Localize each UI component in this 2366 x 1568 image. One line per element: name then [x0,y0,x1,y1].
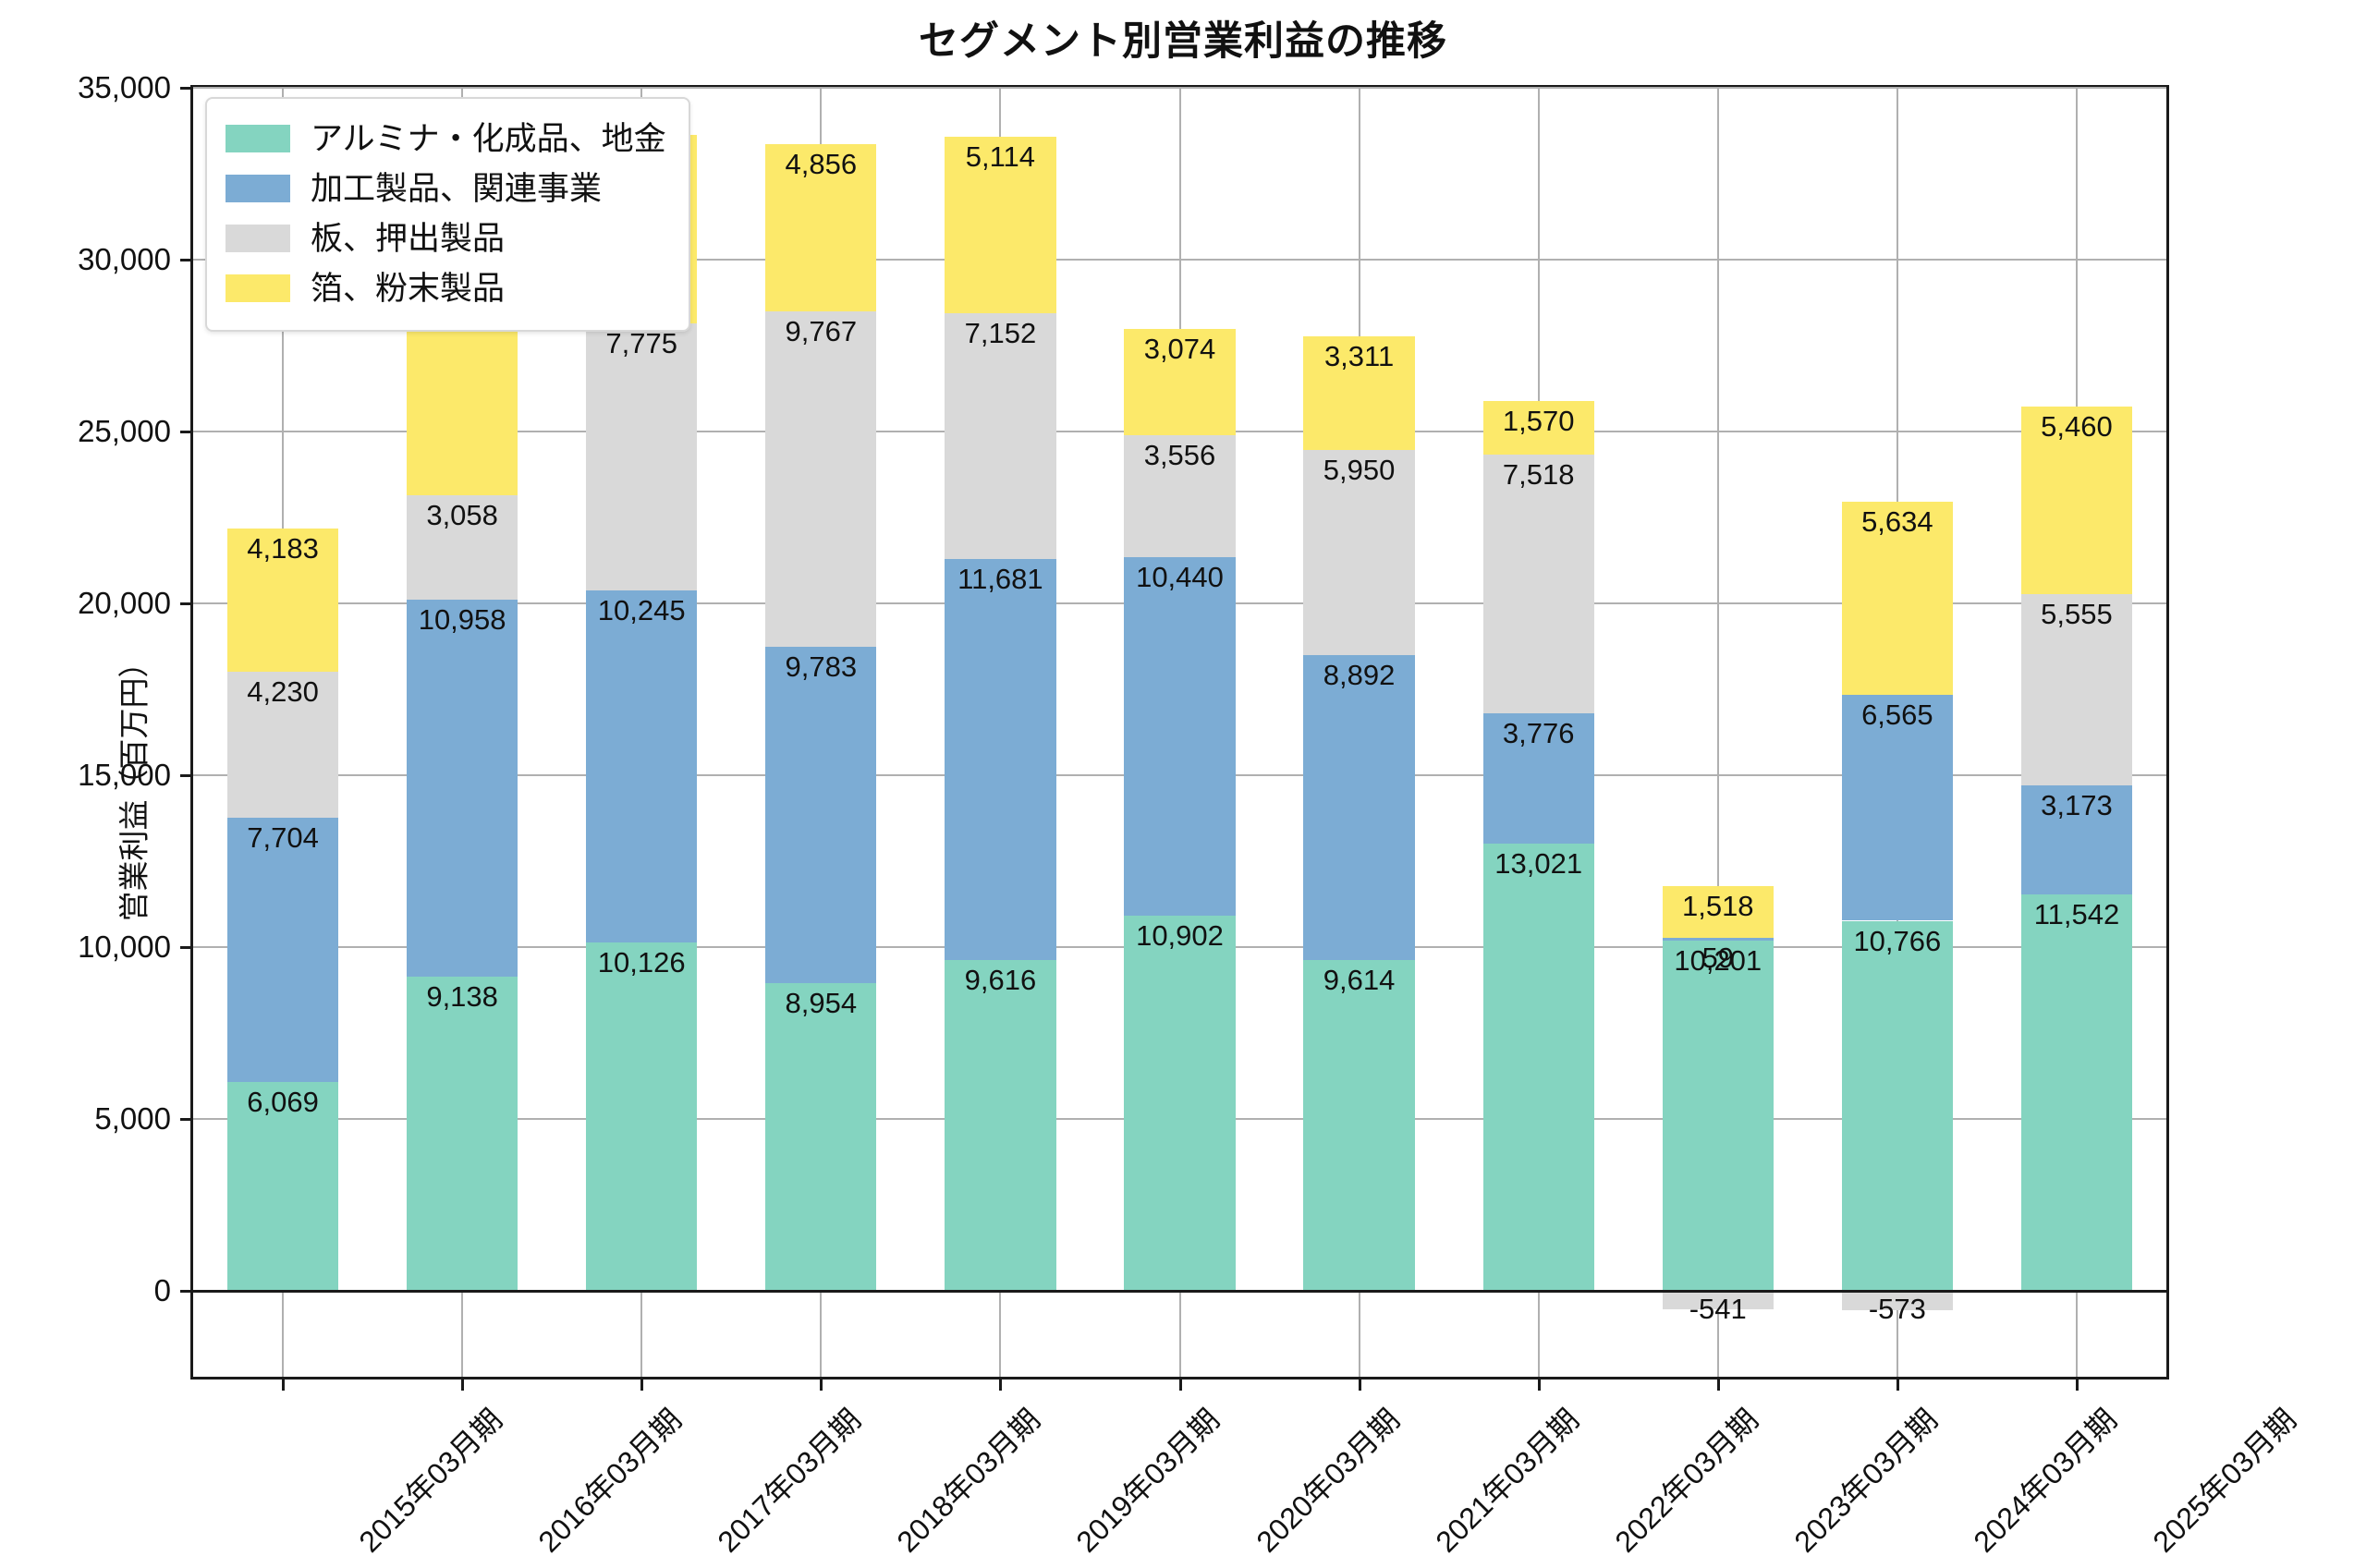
bar-segment[interactable] [945,137,1056,313]
y-tick-mark [180,774,193,777]
legend-swatch-icon [226,225,290,252]
bar-segment[interactable] [1124,434,1236,558]
legend-item-label: 加工製品、関連事業 [311,170,603,207]
x-tick-label: 2019年03月期 [1069,1402,1226,1559]
page-title: セグメント別営業利益の推移 [919,19,1447,64]
bar-segment[interactable] [1841,1291,1954,1311]
bar-segment[interactable] [1124,557,1236,917]
bar-segment[interactable] [1662,938,1774,941]
bar-segment[interactable] [226,672,339,818]
bar-segment[interactable] [586,322,698,591]
x-tick-label: 2024年03月期 [1967,1402,2124,1559]
y-tick-label: 30,000 [78,242,171,276]
bar-segment[interactable] [226,528,339,673]
zero-line [193,1290,2166,1293]
bar-segment[interactable] [765,982,877,1291]
legend-item-label: 箔、粉末製品 [311,270,506,307]
y-tick-label: 25,000 [78,414,171,448]
x-tick-mark [461,1377,465,1391]
x-tick-label: 2022年03月期 [1608,1402,1764,1559]
bar-segment[interactable] [1841,920,1954,1291]
legend-swatch-icon [226,175,290,202]
bar-segment[interactable] [765,310,877,647]
y-tick-mark [180,259,193,261]
legend-item[interactable]: 板、押出製品 [226,213,666,263]
x-tick-label: 2021年03月期 [1428,1402,1585,1559]
bar-segment[interactable] [2020,784,2133,894]
legend-item[interactable]: 加工製品、関連事業 [226,164,666,213]
x-gridline [1716,88,1719,1377]
bar-segment[interactable] [945,960,1056,1291]
y-tick-mark [180,946,193,949]
y-tick-mark [180,602,193,605]
x-tick-label: 2018年03月期 [890,1402,1047,1559]
x-tick-mark [1178,1377,1182,1391]
bar-segment[interactable] [226,1082,339,1291]
x-tick-mark [1358,1377,1361,1391]
bar-segment[interactable] [586,590,698,943]
bar-segment[interactable] [1841,695,1954,921]
y-tick-mark [180,87,193,90]
x-tick-label: 2020年03月期 [1249,1402,1406,1559]
y-tick-mark [180,431,193,433]
bar-segment[interactable] [1482,401,1594,456]
bar-segment[interactable] [2020,406,2133,594]
legend-item[interactable]: アルミナ・化成品、地金 [226,114,666,164]
legend-item[interactable]: 箔、粉末製品 [226,263,666,313]
bar-segment[interactable] [1303,336,1415,451]
bar-segment[interactable] [945,558,1056,961]
y-tick-mark [180,1118,193,1121]
bar-segment[interactable] [1841,501,1954,696]
legend-swatch-icon [226,125,290,152]
x-tick-label: 2017年03月期 [711,1402,868,1559]
y-tick-label: 15,000 [78,758,171,792]
bar-segment[interactable] [765,144,877,311]
bar-segment[interactable] [586,942,698,1291]
y-tick-label: 20,000 [78,586,171,620]
x-tick-mark [999,1377,1003,1391]
y-tick-label: 0 [153,1273,171,1307]
x-tick-mark [1537,1377,1541,1391]
x-tick-label: 2025年03月期 [2146,1402,2303,1559]
x-tick-mark [2075,1377,2079,1391]
legend-item-label: アルミナ・化成品、地金 [311,120,666,157]
bar-segment[interactable] [1303,960,1415,1291]
x-tick-mark [820,1377,823,1391]
bar-segment[interactable] [765,646,877,983]
bar-segment[interactable] [1124,329,1236,435]
x-tick-mark [1896,1377,1899,1391]
bar-segment[interactable] [1482,843,1594,1291]
bar-segment[interactable] [406,494,518,601]
bar-segment[interactable] [1482,713,1594,844]
bar-segment[interactable] [1662,1291,1774,1310]
y-tick-label: 5,000 [94,1101,171,1136]
y-tick-label: 35,000 [78,70,171,104]
bar-segment[interactable] [945,312,1056,559]
x-tick-mark [282,1377,286,1391]
bar-segment[interactable] [1303,450,1415,655]
bar-segment[interactable] [1662,940,1774,1291]
x-tick-mark [1716,1377,1720,1391]
legend-swatch-icon [226,274,290,302]
x-tick-label: 2016年03月期 [531,1402,689,1559]
bar-segment[interactable] [226,817,339,1083]
bar-segment[interactable] [1662,885,1774,939]
x-tick-label: 2023年03月期 [1787,1402,1944,1559]
x-tick-mark [640,1377,644,1391]
bar-segment[interactable] [1303,654,1415,961]
x-tick-label: 2015年03月期 [352,1402,509,1559]
y-tick-mark [180,1290,193,1293]
y-tick-label: 10,000 [78,930,171,964]
chart-legend: アルミナ・化成品、地金 加工製品、関連事業 板、押出製品 箔、粉末製品 [205,97,690,332]
legend-item-label: 板、押出製品 [311,220,506,257]
bar-segment[interactable] [406,977,518,1291]
bar-segment[interactable] [2020,593,2133,785]
bar-segment[interactable] [406,600,518,978]
bar-segment[interactable] [1482,455,1594,714]
bar-segment[interactable] [1124,916,1236,1291]
bar-segment[interactable] [2020,893,2133,1291]
